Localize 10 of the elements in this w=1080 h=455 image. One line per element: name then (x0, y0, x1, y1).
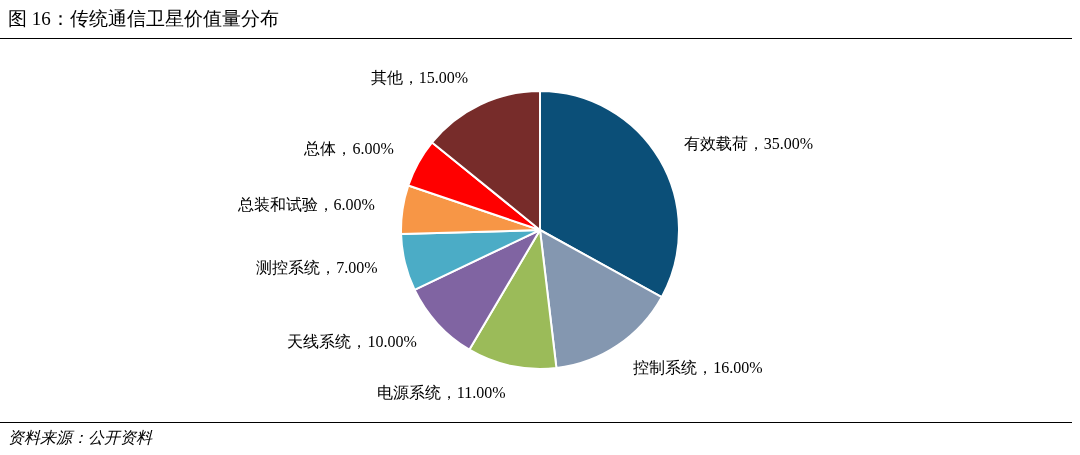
chart-title: 图 16：传统通信卫星价值量分布 (8, 7, 279, 31)
slice-label: 总体，6.00% (303, 139, 394, 157)
slice-label: 其他，15.00% (370, 69, 469, 87)
text: 资料来源：公开资料 (8, 428, 152, 448)
slice-label: 天线系统，10.00% (287, 332, 417, 350)
slice-label: 测控系统，7.00% (256, 259, 378, 277)
slice-label: 电源系统，11.00% (376, 383, 506, 401)
slice-label: 总装和试验，6.00% (236, 195, 375, 213)
slice-label: 有效载荷，35.00% (683, 135, 814, 153)
slice-label: 控制系统，16.00% (633, 358, 763, 376)
